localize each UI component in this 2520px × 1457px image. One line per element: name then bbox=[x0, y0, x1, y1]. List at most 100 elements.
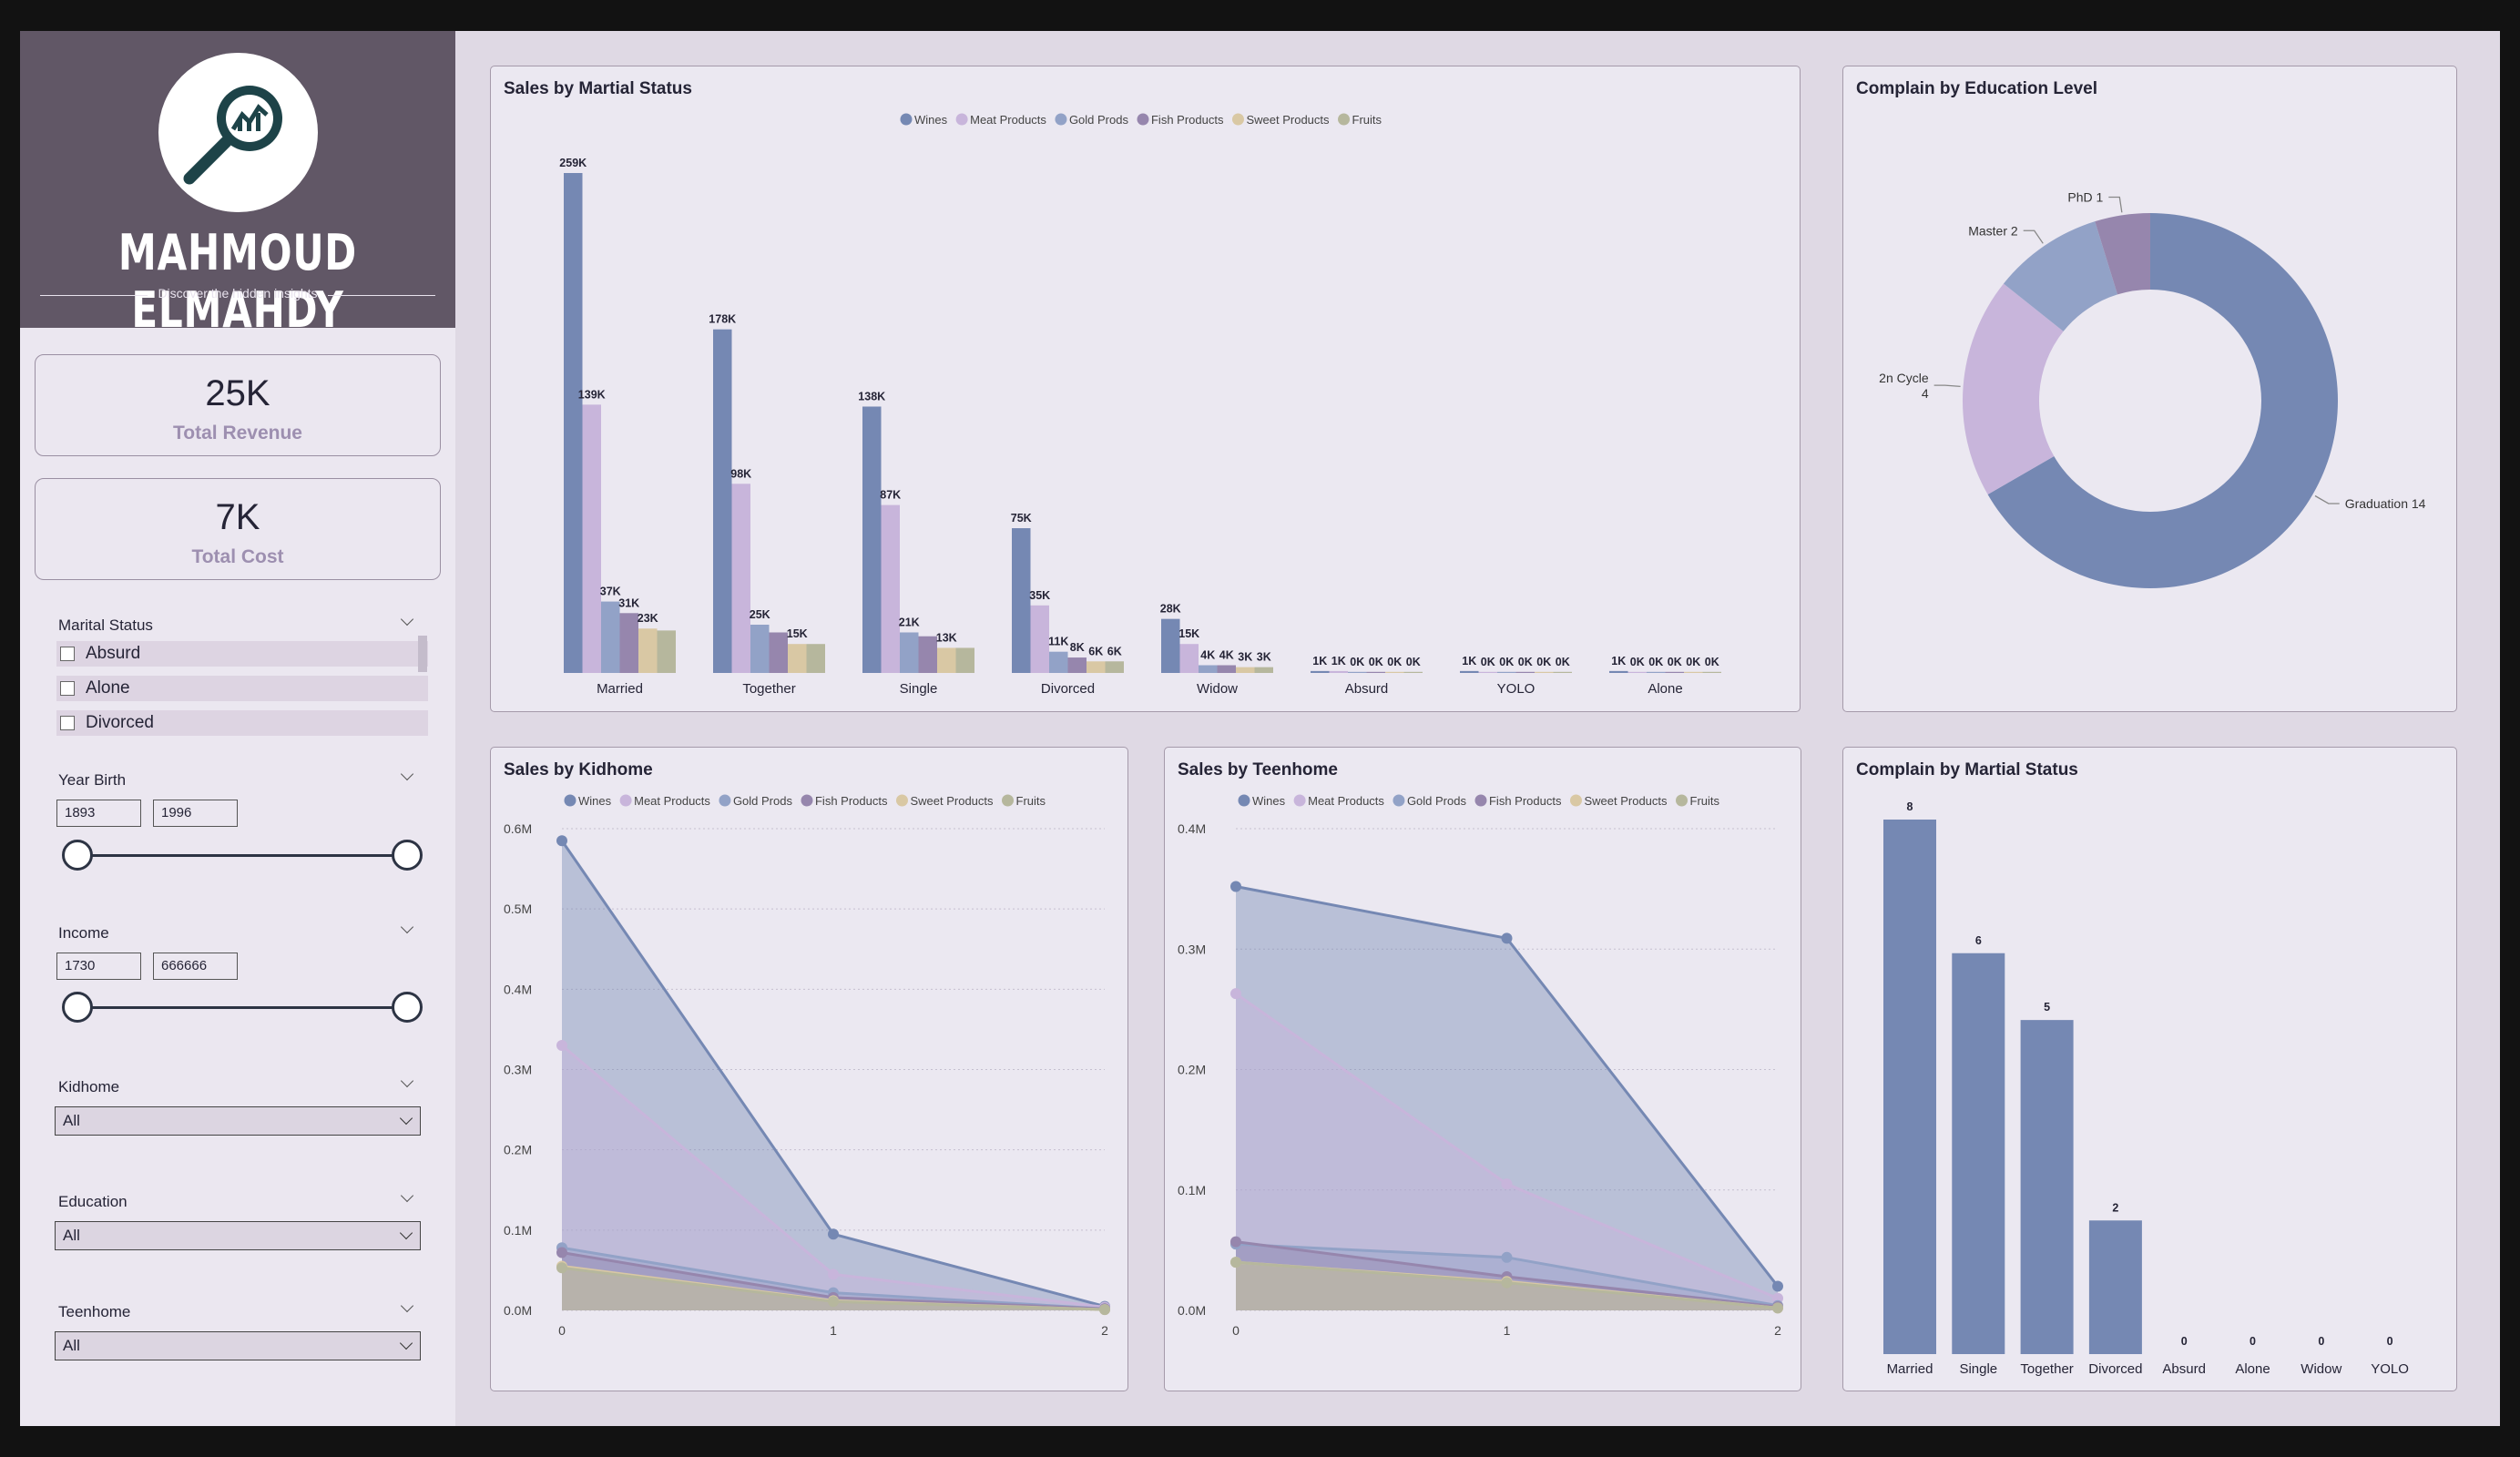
y-tick-label: 0.4M bbox=[504, 982, 532, 996]
option-label: Absurd bbox=[86, 644, 141, 663]
slice-label-master: Master 2 bbox=[1968, 223, 2018, 238]
data-label: 259K bbox=[559, 157, 587, 169]
income-max-input[interactable]: 666666 bbox=[153, 953, 238, 980]
bar-single-meat-products bbox=[881, 504, 900, 673]
year-birth-slider-track[interactable] bbox=[77, 854, 406, 857]
bar-widow-meat-products bbox=[1179, 644, 1199, 673]
legend-label-fish-products: Fish Products bbox=[1489, 794, 1562, 808]
checkbox[interactable] bbox=[60, 716, 75, 730]
chart-title: Complain by Martial Status bbox=[1856, 760, 2078, 779]
data-label: 98K bbox=[730, 467, 751, 480]
bar-divorced bbox=[2088, 1220, 2142, 1354]
bar-yolo-fish-products bbox=[1515, 671, 1535, 673]
chevron-down-icon[interactable] bbox=[400, 612, 414, 627]
year-birth-min-input[interactable]: 1893 bbox=[56, 800, 141, 827]
bar-absurd-wines bbox=[1311, 670, 1330, 673]
bar-married-gold-prods bbox=[601, 601, 620, 673]
bar-married-wines bbox=[564, 173, 583, 673]
kpi-value: 7K bbox=[215, 497, 260, 537]
slice-phd bbox=[2095, 213, 2150, 295]
leader-line-phd bbox=[2108, 196, 2123, 213]
legend-label-sweet-products: Sweet Products bbox=[1584, 794, 1668, 808]
complain-by-marital-status-chart: 8 Married 6 Single 5 Together 2 Divorced 0 Absurd… bbox=[1883, 800, 2409, 1377]
bar-married-fish-products bbox=[619, 613, 638, 673]
bar-single bbox=[1952, 953, 2005, 1354]
bar-yolo-wines bbox=[1460, 670, 1479, 673]
bar-alone-fruits bbox=[1702, 671, 1721, 673]
y-tick-label: 0.4M bbox=[1178, 821, 1206, 836]
year-birth-max-input[interactable]: 1996 bbox=[153, 800, 238, 827]
x-tick-label: Widow bbox=[1197, 681, 1238, 697]
marital-list-scrollbar[interactable] bbox=[418, 636, 427, 672]
legend-label-fruits: Fruits bbox=[1352, 113, 1382, 127]
chevron-down-icon[interactable] bbox=[400, 1188, 414, 1203]
y-tick-label: 0.2M bbox=[1178, 1063, 1206, 1077]
year-birth-slider-max-handle[interactable] bbox=[392, 840, 423, 871]
income-slider-max-handle[interactable] bbox=[392, 992, 423, 1023]
card-complain-by-marital-status: Complain by Martial Status 8 Married 6 Sing… bbox=[1842, 747, 2457, 1391]
legend-marker-fruits bbox=[1002, 794, 1015, 807]
point-fruits bbox=[1230, 1257, 1241, 1269]
bar-alone-wines bbox=[1609, 670, 1628, 673]
area-meat-products bbox=[562, 1045, 1105, 1310]
data-label: 1K bbox=[1611, 655, 1626, 667]
bar-divorced-fruits bbox=[1105, 661, 1124, 673]
education-dropdown[interactable]: All bbox=[55, 1221, 421, 1250]
income-min-input[interactable]: 1730 bbox=[56, 953, 141, 980]
kpi-label: Total Revenue bbox=[173, 423, 302, 443]
slice-master bbox=[2003, 221, 2118, 331]
data-label: 3K bbox=[1257, 651, 1271, 664]
bar-single-sweet-products bbox=[937, 647, 956, 673]
bar-absurd-meat-products bbox=[1329, 670, 1348, 673]
chevron-down-icon[interactable] bbox=[400, 920, 414, 934]
chevron-down-icon bbox=[399, 1226, 413, 1240]
chevron-down-icon[interactable] bbox=[400, 1074, 414, 1088]
bar-absurd-fish-products bbox=[1366, 671, 1385, 673]
card-sales-by-teenhome: Sales by Teenhome Wines Meat Products Gold… bbox=[1164, 747, 1801, 1391]
checkbox[interactable] bbox=[60, 647, 75, 661]
marital-option-alone[interactable]: Alone bbox=[56, 676, 428, 701]
area-fruits bbox=[562, 1268, 1105, 1310]
point-fish-products bbox=[556, 1247, 567, 1258]
data-label: 21K bbox=[899, 616, 920, 628]
tagline-row: Discover the hidden insights bbox=[40, 286, 435, 304]
data-label: 1K bbox=[1312, 655, 1327, 667]
point-fruits bbox=[1099, 1304, 1110, 1316]
data-label: 0K bbox=[1648, 656, 1663, 668]
kidhome-dropdown[interactable]: All bbox=[55, 1106, 421, 1136]
income-slider-track[interactable] bbox=[77, 1006, 406, 1009]
bar-absurd-sweet-products bbox=[1385, 671, 1404, 673]
area-fish-products bbox=[562, 1252, 1105, 1310]
chevron-down-icon[interactable] bbox=[400, 767, 414, 781]
checkbox[interactable] bbox=[60, 681, 75, 696]
chevron-down-icon[interactable] bbox=[400, 1299, 414, 1313]
slice-value-2n-cycle: 4 bbox=[1922, 386, 1929, 401]
area-sweet-products bbox=[562, 1266, 1105, 1310]
marital-option-divorced[interactable]: Divorced bbox=[56, 710, 428, 736]
x-tick-label: Divorced bbox=[1041, 681, 1095, 697]
y-tick-label: 0.6M bbox=[504, 821, 532, 836]
legend-label-gold-prods: Gold Prods bbox=[733, 794, 793, 808]
teenhome-dropdown[interactable]: All bbox=[55, 1331, 421, 1360]
data-label: 0K bbox=[1481, 656, 1495, 668]
card-complain-by-education: Complain by Education Level Graduation 1… bbox=[1842, 66, 2457, 712]
x-tick-label: YOLO bbox=[2371, 1361, 2409, 1377]
y-tick-label: 0.1M bbox=[504, 1223, 532, 1238]
x-tick-label: 1 bbox=[830, 1323, 837, 1338]
marital-option-absurd[interactable]: Absurd bbox=[56, 641, 428, 667]
year-birth-slider-min-handle[interactable] bbox=[62, 840, 93, 871]
income-slider-min-handle[interactable] bbox=[62, 992, 93, 1023]
area-fish-products bbox=[1236, 1241, 1778, 1310]
y-tick-label: 0.2M bbox=[504, 1143, 532, 1157]
data-label: 4K bbox=[1219, 649, 1234, 662]
data-label: 87K bbox=[880, 489, 901, 502]
data-label: 6K bbox=[1088, 645, 1103, 657]
data-label: 0K bbox=[1406, 656, 1421, 668]
x-tick-label: Absurd bbox=[2162, 1361, 2206, 1377]
data-label: 23K bbox=[638, 612, 658, 625]
area-gold-prods bbox=[562, 1248, 1105, 1310]
legend-label-sweet-products: Sweet Products bbox=[1246, 113, 1330, 127]
tagline: Discover the hidden insights bbox=[158, 286, 318, 301]
point-wines bbox=[1230, 881, 1241, 892]
